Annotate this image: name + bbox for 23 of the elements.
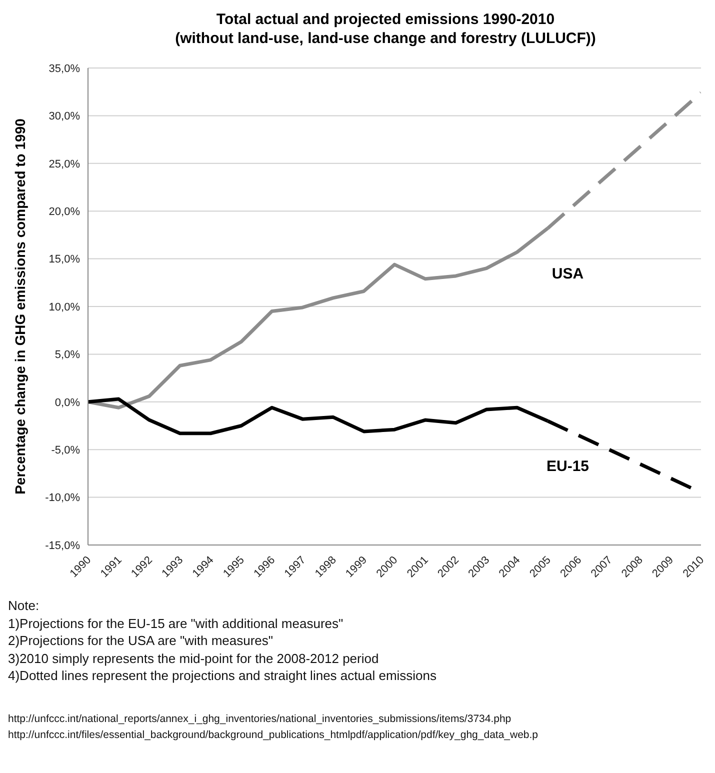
y-tick-label: -10,0% — [45, 492, 80, 504]
y-tick-label: 20,0% — [48, 206, 80, 218]
y-tick-label: 0,0% — [54, 396, 80, 409]
y-tick-label: -5,0% — [51, 444, 80, 457]
text: 3)2010 simply represents the mid-point for the 2008-2012 period — [8, 650, 380, 667]
y-tick-label: 10,0% — [48, 301, 80, 314]
text: http://unfccc.int/national_reports/annex_i_ghg_inventories/national_inventories_submissions/items/3734.php — [8, 712, 512, 726]
text: USA — [552, 265, 584, 282]
y-tick-label: 15,0% — [48, 254, 80, 266]
chart-subtitle: (without land-use, land-use change and forestry (LULUCF)) — [174, 29, 597, 48]
y-tick-label: 25,0% — [48, 158, 80, 170]
y-tick-label: 30,0% — [48, 110, 80, 123]
y-axis-title: Percentage change in GHG emissions compared to 1990 — [12, 118, 28, 494]
y-tick-label: 35,0% — [48, 62, 80, 75]
text: http://unfccc.int/files/essential_background/background_publications_htmlpdf/application/pdf/key_ghg_data_web.p — [8, 728, 540, 742]
text: 1)Projections for the EU-15 are "with additional measures" — [8, 614, 344, 632]
chart-title: Total actual and projected emissions 1990-2010 — [215, 10, 556, 29]
text: EU-15 — [546, 458, 590, 475]
text: Note: — [8, 597, 40, 614]
y-tick-label: -15,0% — [45, 540, 80, 552]
y-tick-label: 5,0% — [54, 349, 80, 362]
text: 4)Dotted lines represent the projections and straight lines actual emissions — [8, 667, 438, 684]
text: 2)Projections for the USA are "with measures" — [8, 632, 274, 650]
